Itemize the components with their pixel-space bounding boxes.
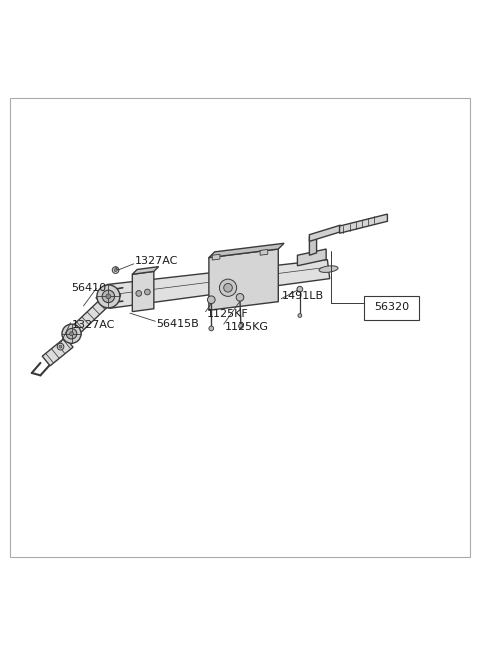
- Circle shape: [144, 289, 150, 295]
- Circle shape: [57, 343, 64, 350]
- Circle shape: [106, 294, 111, 299]
- Polygon shape: [132, 267, 158, 274]
- Circle shape: [102, 290, 115, 303]
- Circle shape: [136, 291, 142, 296]
- Polygon shape: [310, 234, 317, 255]
- Polygon shape: [298, 249, 326, 266]
- Circle shape: [112, 267, 119, 273]
- Text: 1327AC: 1327AC: [135, 257, 178, 267]
- Circle shape: [114, 269, 117, 272]
- Polygon shape: [310, 225, 340, 242]
- Text: 1327AC: 1327AC: [72, 320, 115, 330]
- Text: 56410: 56410: [72, 283, 107, 293]
- Ellipse shape: [319, 266, 338, 272]
- Circle shape: [97, 285, 120, 308]
- Circle shape: [209, 326, 214, 331]
- Polygon shape: [339, 214, 387, 233]
- Text: 1125KF: 1125KF: [206, 309, 248, 319]
- Circle shape: [239, 324, 243, 328]
- Circle shape: [66, 328, 77, 339]
- Circle shape: [70, 332, 73, 335]
- Text: 1491LB: 1491LB: [282, 291, 324, 301]
- Polygon shape: [107, 259, 330, 309]
- Polygon shape: [209, 243, 284, 257]
- Text: 1125KG: 1125KG: [225, 322, 269, 331]
- Polygon shape: [209, 249, 278, 310]
- Polygon shape: [71, 297, 109, 335]
- Text: 56415B: 56415B: [156, 319, 199, 329]
- Polygon shape: [260, 250, 268, 255]
- Text: 56320: 56320: [374, 303, 409, 312]
- Circle shape: [219, 279, 237, 296]
- Circle shape: [236, 293, 244, 301]
- Circle shape: [298, 314, 302, 318]
- Polygon shape: [212, 254, 220, 260]
- Ellipse shape: [96, 293, 121, 300]
- Circle shape: [224, 284, 232, 292]
- Polygon shape: [132, 271, 154, 312]
- Circle shape: [59, 345, 62, 348]
- Circle shape: [297, 286, 303, 292]
- Circle shape: [207, 296, 215, 303]
- Circle shape: [62, 324, 81, 343]
- Bar: [364, 297, 420, 320]
- Polygon shape: [42, 337, 73, 366]
